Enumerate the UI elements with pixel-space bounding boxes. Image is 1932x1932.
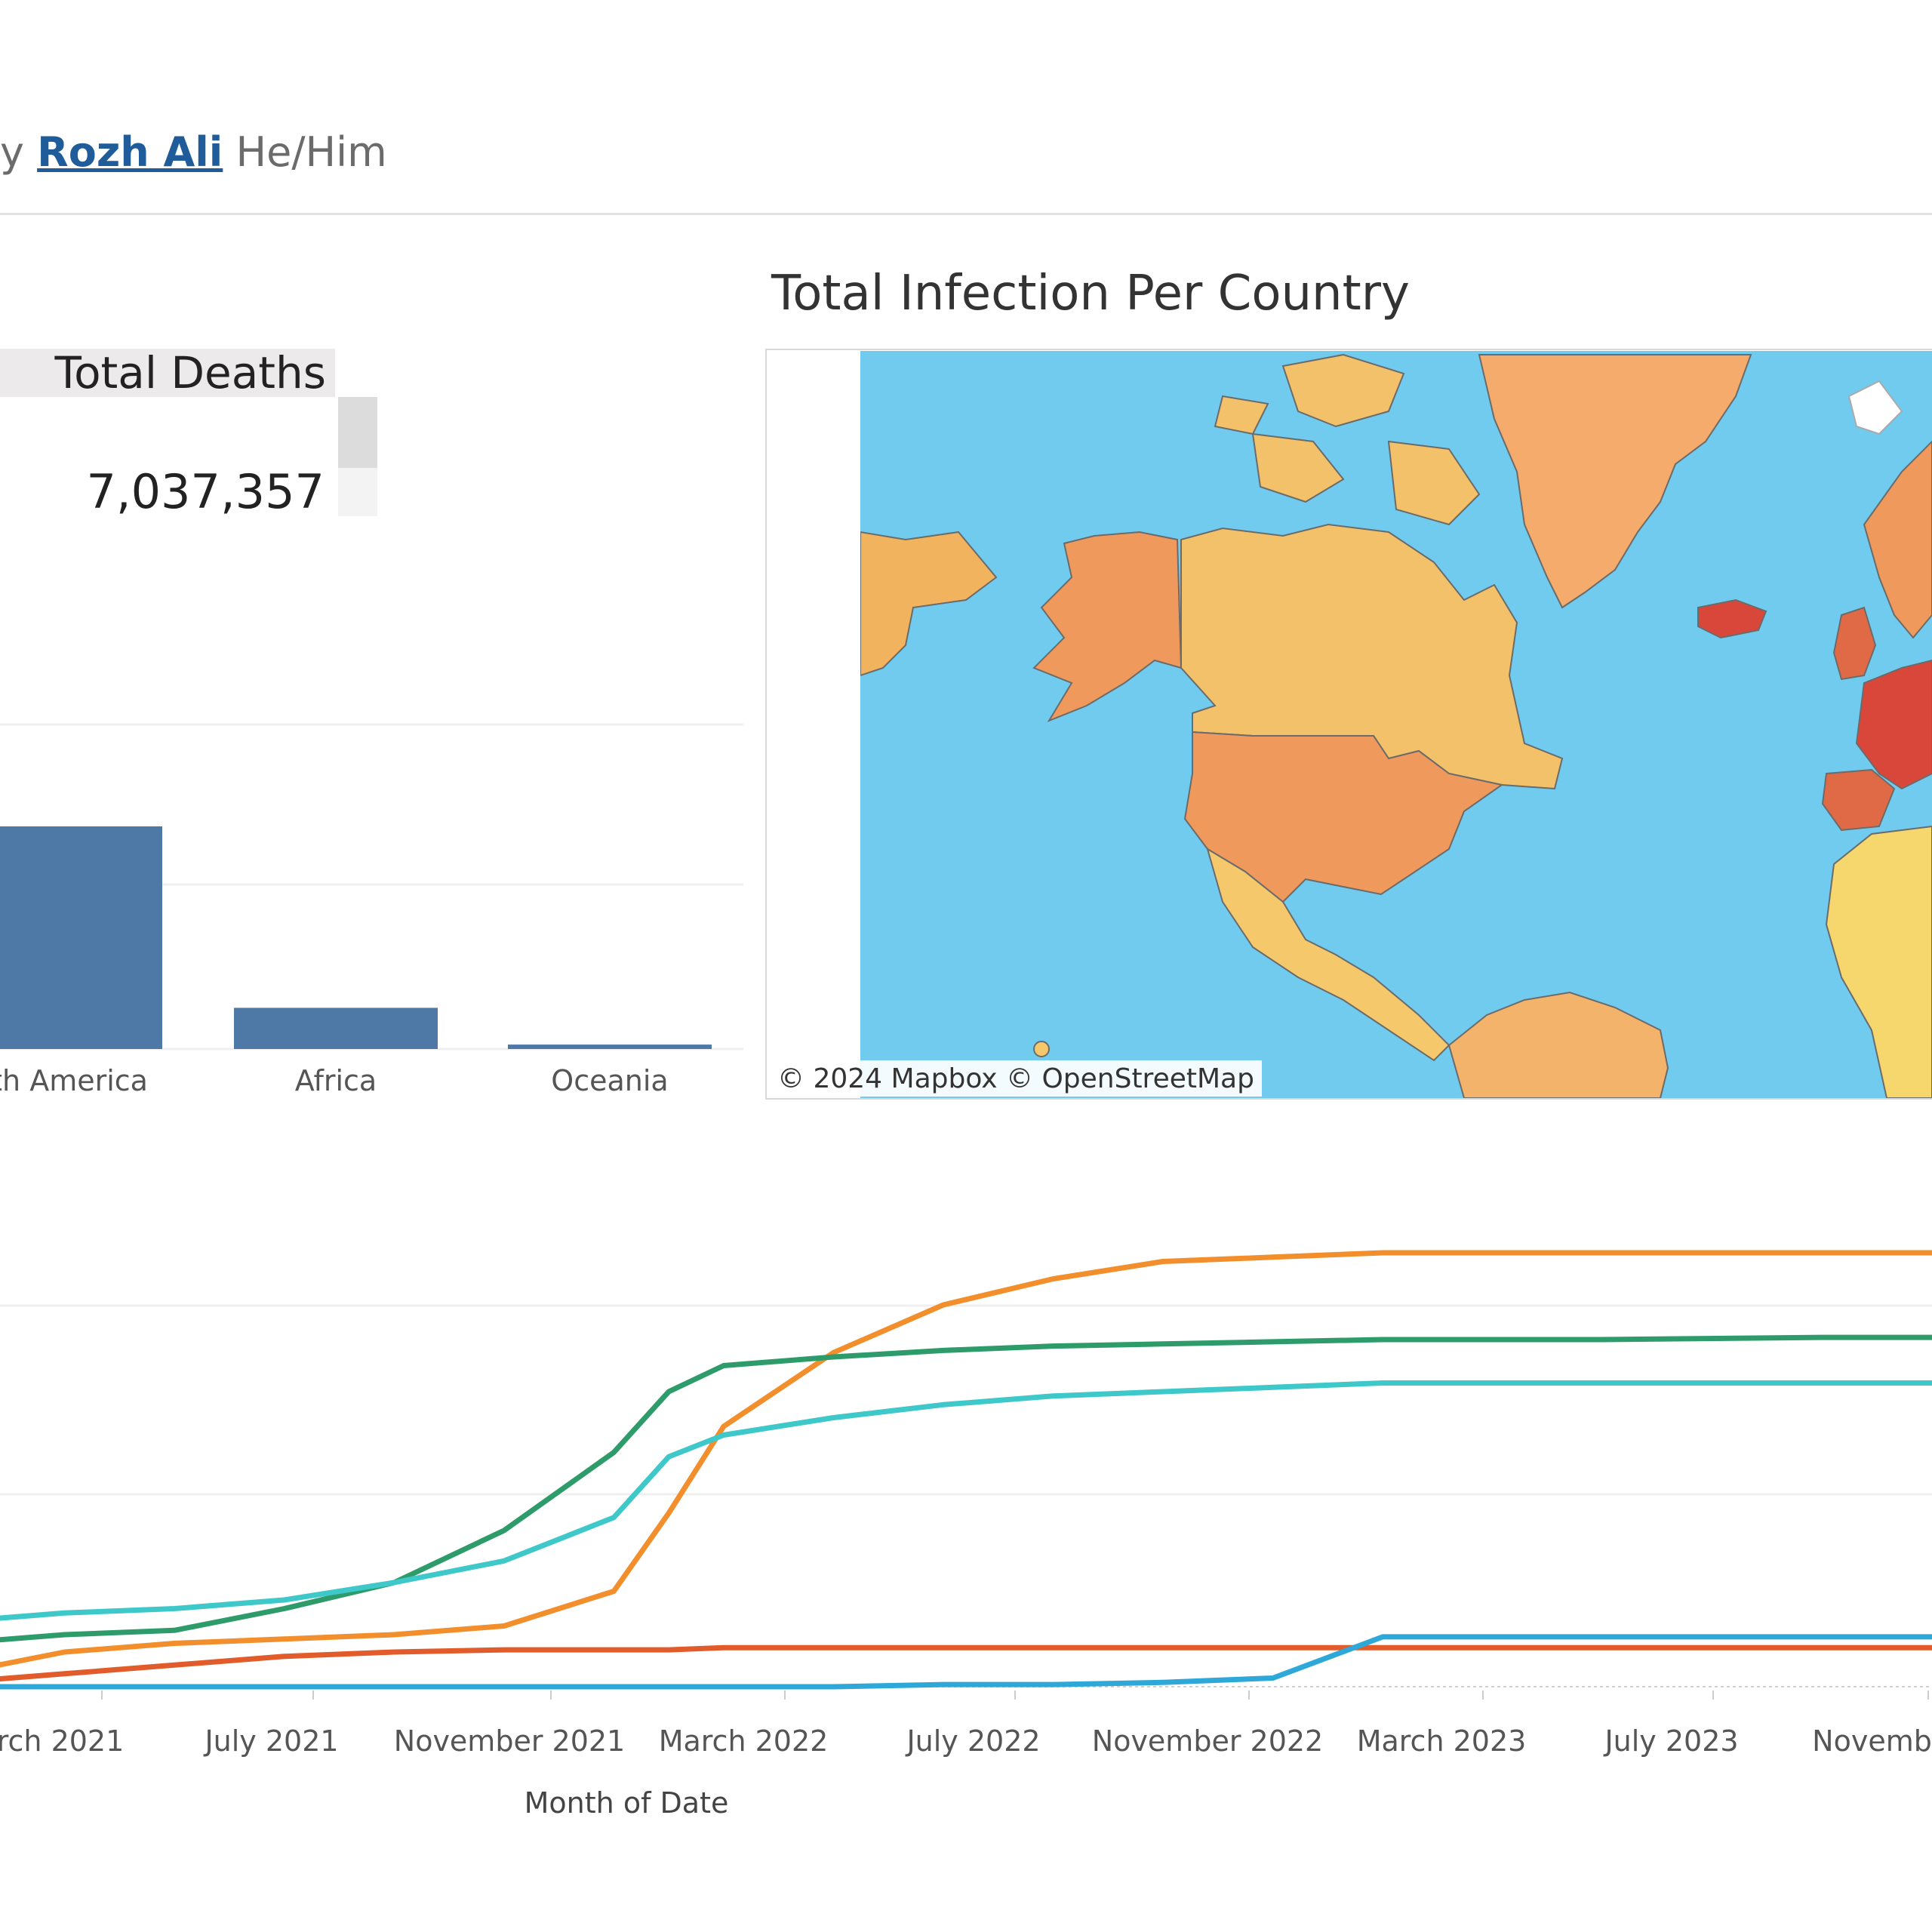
x-tick-label: March 2022	[659, 1724, 829, 1758]
kpi-scrollbar-thumb[interactable]	[338, 397, 377, 468]
bar-category-label: Africa	[295, 1064, 377, 1097]
author-link[interactable]: Rozh Ali	[37, 128, 223, 176]
country-svalbard	[1847, 380, 1903, 435]
x-tick-label: July 2022	[905, 1724, 1040, 1758]
region-scandinavia[interactable]	[1863, 440, 1932, 639]
line-series[interactable]	[0, 1380, 1932, 1622]
country-iceland[interactable]	[1697, 598, 1767, 639]
x-tick-label: November	[1812, 1724, 1932, 1758]
kpi-title: Total Deaths	[54, 347, 327, 398]
bar[interactable]	[508, 1044, 712, 1049]
x-tick-label: July 2021	[203, 1724, 338, 1758]
line-series[interactable]	[0, 1644, 1932, 1682]
author-prefix: y	[0, 128, 24, 176]
map-credit: © 2024 Mapbox © OpenStreetMap	[770, 1060, 1262, 1097]
kpi-value: 7,037,357	[86, 464, 325, 519]
choropleth-map[interactable]	[860, 351, 1932, 1098]
line-chart: rch 2021 July 2021 November 2021 March 2022…	[0, 1250, 1932, 1820]
country-hawaii[interactable]	[1033, 1041, 1050, 1057]
map-drawing	[860, 351, 1932, 1098]
x-tick-label: rch 2021	[0, 1724, 124, 1758]
bar[interactable]	[234, 1008, 438, 1049]
bar-chart: uth America Africa Oceania	[0, 723, 743, 1097]
country-alaska[interactable]	[1032, 531, 1183, 723]
x-tick-label: November 2021	[394, 1724, 625, 1758]
country-south-america[interactable]	[1447, 991, 1669, 1098]
x-tick-label: March 2023	[1357, 1724, 1527, 1758]
line-series[interactable]	[0, 1250, 1932, 1674]
bar-category-label: uth America	[0, 1064, 148, 1097]
author-credit: y Rozh Ali He/Him	[0, 128, 387, 176]
country-greenland[interactable]	[1478, 354, 1752, 609]
line-series[interactable]	[0, 1634, 1932, 1690]
header-divider	[0, 213, 1932, 215]
country-russia-east[interactable]	[860, 531, 998, 677]
kpi-scrollbar-track[interactable]	[338, 468, 377, 516]
x-tick-label: November 2022	[1092, 1724, 1323, 1758]
x-tick-label: July 2023	[1603, 1724, 1738, 1758]
kpi-header: Total Deaths	[0, 347, 335, 398]
country-uk[interactable]	[1832, 606, 1877, 681]
region-western-europe[interactable]	[1855, 659, 1932, 790]
country-spain[interactable]	[1821, 768, 1896, 832]
x-axis-title: Month of Date	[525, 1786, 729, 1820]
line-series[interactable]	[0, 1334, 1932, 1643]
map-title: Total Infection Per Country	[771, 266, 1410, 321]
country-canada-arctic[interactable]	[1214, 353, 1481, 526]
author-pronouns: He/Him	[235, 128, 387, 176]
bar-category-label: Oceania	[551, 1064, 668, 1097]
bar[interactable]	[0, 826, 162, 1049]
region-africa[interactable]	[1825, 825, 1932, 1098]
